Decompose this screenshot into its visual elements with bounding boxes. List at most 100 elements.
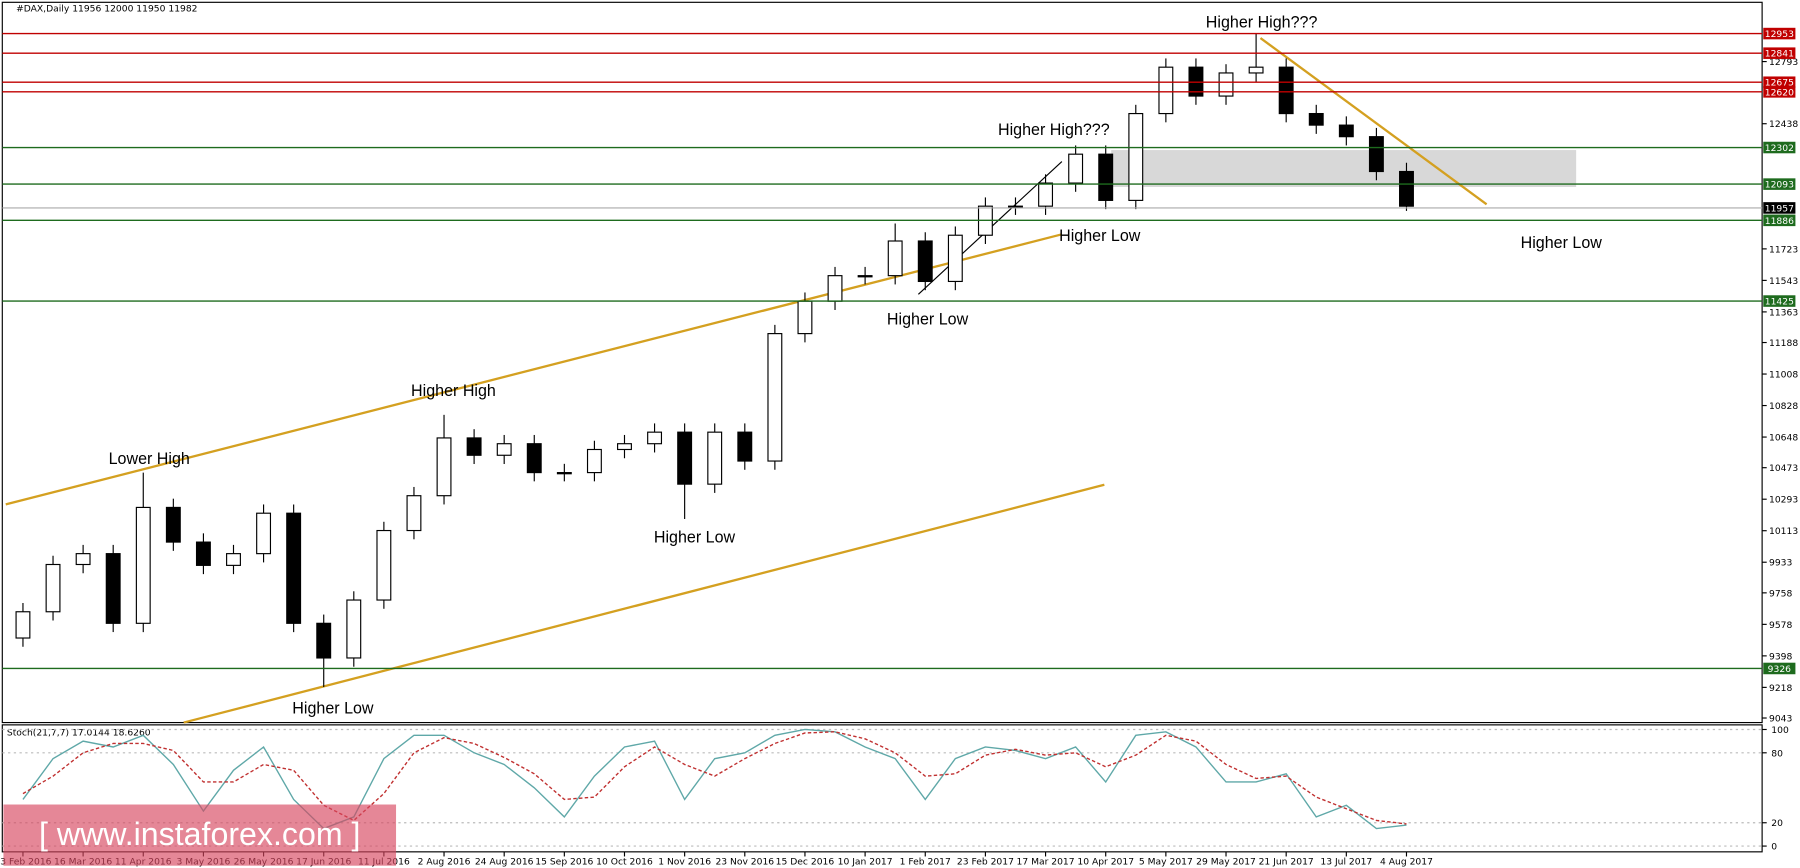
candle-body — [707, 431, 723, 485]
candle-body — [1098, 153, 1114, 201]
candle-body — [617, 443, 632, 451]
candle-body — [947, 234, 963, 283]
y-tick-label: 9578 — [1769, 620, 1792, 631]
candle-body — [496, 443, 512, 456]
level-label: 12841 — [1765, 49, 1794, 60]
candle-body — [1008, 205, 1023, 208]
candle-body — [887, 240, 903, 277]
candle-body — [1068, 153, 1084, 184]
candle-body — [376, 529, 392, 601]
price-box — [1763, 202, 1796, 214]
y-tick-label: 9933 — [1769, 558, 1792, 569]
candle-body — [286, 512, 302, 624]
level-box — [1763, 86, 1796, 98]
y-tick-label: 80 — [1771, 748, 1783, 759]
x-tick-label: 10 Jan 2017 — [838, 857, 893, 868]
watermark-box — [3, 804, 397, 866]
y-tick-label: 10293 — [1769, 495, 1798, 506]
trend-line — [5, 233, 1063, 506]
level-box — [1763, 214, 1796, 227]
candle-body — [1128, 112, 1144, 201]
y-tick-label: 10648 — [1769, 432, 1798, 443]
y-tick-label: 9218 — [1769, 683, 1792, 694]
candle-body — [105, 553, 121, 624]
price-label: 11957 — [1765, 203, 1794, 214]
y-tick-label: 12793 — [1769, 57, 1798, 68]
y-tick-label: 100 — [1771, 725, 1789, 736]
x-tick-label: 24 Aug 2016 — [475, 857, 534, 868]
candle-body — [316, 622, 332, 659]
y-tick-label: 11543 — [1769, 276, 1798, 287]
x-tick-label: 15 Sep 2016 — [535, 857, 593, 868]
candle-body — [857, 275, 873, 278]
stoch-title: Stoch(21,7,7) 17.0144 18.6260 — [7, 727, 151, 738]
candle-body — [1368, 136, 1384, 173]
candle-body — [1308, 112, 1324, 126]
y-tick-label: 9758 — [1769, 588, 1792, 599]
x-tick-label: 15 Dec 2016 — [776, 857, 835, 868]
candle-body — [1218, 72, 1234, 97]
annotation: Higher High — [411, 382, 496, 400]
y-tick-label: 11188 — [1769, 338, 1798, 349]
annotation: Higher Low — [1059, 227, 1141, 245]
x-tick-label: 23 Feb 2017 — [957, 857, 1014, 868]
candle-body — [15, 611, 31, 639]
candle-body — [256, 512, 272, 555]
candle-body — [526, 443, 542, 474]
level-label: 11886 — [1765, 216, 1794, 227]
candle-body — [1248, 66, 1264, 74]
candle-body — [556, 472, 572, 475]
x-tick-label: 17 Mar 2017 — [1017, 857, 1075, 868]
candle-body — [165, 506, 181, 543]
annotation: Higher High??? — [1206, 14, 1318, 32]
y-tick-label: 20 — [1771, 818, 1783, 829]
y-tick-label: 9398 — [1769, 651, 1792, 662]
level-label: 9326 — [1768, 664, 1791, 675]
level-box — [1763, 662, 1796, 675]
x-tick-label: 13 Jul 2017 — [1320, 857, 1372, 868]
main-panel — [1, 1, 1763, 724]
level-label: 11425 — [1765, 296, 1794, 307]
candle-body — [586, 448, 602, 474]
level-box — [1763, 47, 1796, 59]
x-tick-label: 5 May 2017 — [1139, 857, 1193, 868]
level-box — [1763, 76, 1796, 89]
y-tick-label: 11723 — [1769, 244, 1798, 255]
x-tick-label: 10 Oct 2016 — [596, 857, 653, 868]
candle-body — [226, 553, 241, 566]
y-tick-label: 9043 — [1769, 713, 1792, 724]
annotation: Higher Low — [1521, 234, 1603, 252]
stoch-line — [22, 731, 1407, 825]
candle-body — [797, 300, 813, 335]
candle-body — [677, 431, 693, 485]
y-tick-label: 11008 — [1769, 369, 1798, 380]
zone — [1111, 150, 1577, 187]
level-label: 12093 — [1765, 180, 1794, 191]
candle-body — [767, 333, 783, 462]
y-tick-label: 0 — [1771, 842, 1777, 853]
y-tick-label: 10828 — [1769, 401, 1798, 412]
level-box — [1763, 295, 1796, 307]
candle-body — [1038, 182, 1054, 207]
level-label: 12675 — [1765, 78, 1794, 89]
candle-body — [647, 431, 663, 445]
level-box — [1763, 178, 1796, 190]
trend-line — [183, 483, 1105, 724]
annotation: Higher High??? — [998, 121, 1110, 139]
candle-body — [346, 599, 362, 659]
x-tick-label: 23 Nov 2016 — [715, 857, 774, 868]
x-tick-label: 2 Aug 2016 — [418, 857, 471, 868]
candle-body — [1338, 124, 1354, 138]
candle-body — [406, 495, 422, 532]
x-tick-label: 4 Aug 2017 — [1380, 857, 1433, 868]
annotation: Higher Low — [654, 528, 736, 546]
candle-body — [195, 541, 211, 566]
annotation: Higher Low — [887, 310, 969, 328]
candle-body — [1399, 170, 1414, 207]
candle-body — [1158, 66, 1174, 115]
y-tick-label: 10473 — [1769, 463, 1798, 474]
candle-body — [466, 437, 482, 456]
y-tick-label: 11363 — [1769, 307, 1798, 318]
candle-body — [45, 563, 61, 613]
x-tick-label: 1 Feb 2017 — [900, 857, 951, 868]
